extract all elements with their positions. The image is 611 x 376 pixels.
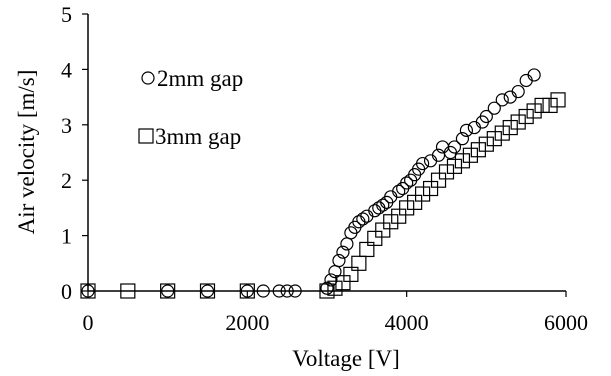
point-2mm-gap <box>527 68 541 82</box>
axes <box>87 14 566 292</box>
point-2mm-gap <box>272 284 286 298</box>
point-2mm-gap <box>240 284 254 298</box>
point-2mm-gap <box>161 284 175 298</box>
point-3mm-gap <box>462 147 478 163</box>
point-3mm-gap <box>486 131 502 147</box>
y-tick-label: 1 <box>61 224 72 249</box>
point-3mm-gap <box>343 266 359 282</box>
point-3mm-gap <box>526 103 542 119</box>
point-3mm-gap <box>470 142 486 158</box>
data-points <box>80 68 566 299</box>
point-2mm-gap <box>459 123 474 137</box>
point-2mm-gap <box>336 245 350 259</box>
point-2mm-gap <box>455 132 470 146</box>
point-2mm-gap <box>332 253 346 268</box>
legend-label: 2mm gap <box>157 66 243 91</box>
point-3mm-gap <box>351 255 367 271</box>
point-3mm-gap <box>367 230 383 246</box>
point-3mm-gap <box>502 119 518 136</box>
legend-label: 3mm gap <box>155 124 241 149</box>
x-tick-label: 6000 <box>544 310 588 335</box>
point-3mm-gap <box>415 186 431 202</box>
point-3mm-gap <box>399 200 415 216</box>
point-2mm-gap <box>479 109 493 124</box>
point-2mm-gap <box>495 93 509 107</box>
point-3mm-gap <box>80 283 96 299</box>
ticks: 0 2000 4000 6000 0 1 2 3 4 5 <box>61 2 588 335</box>
point-2mm-gap <box>487 101 501 115</box>
legend-marker-square <box>138 128 154 144</box>
point-3mm-gap <box>446 158 463 174</box>
point-2mm-gap <box>280 284 294 298</box>
point-3mm-gap <box>438 164 455 180</box>
y-tick-label: 3 <box>61 113 72 138</box>
x-tick-label: 4000 <box>385 310 429 335</box>
y-tick-label: 2 <box>61 168 72 193</box>
y-tick-label: 5 <box>61 2 72 27</box>
point-2mm-gap <box>360 209 374 223</box>
point-2mm-gap <box>392 184 406 198</box>
point-2mm-gap <box>376 198 390 212</box>
point-2mm-gap <box>288 284 302 298</box>
point-3mm-gap <box>510 114 526 130</box>
x-tick-label: 2000 <box>225 310 269 335</box>
point-3mm-gap <box>120 283 136 299</box>
point-3mm-gap <box>407 194 423 210</box>
point-2mm-gap <box>416 156 430 171</box>
point-2mm-gap <box>81 284 95 298</box>
point-2mm-gap <box>372 201 386 215</box>
point-3mm-gap <box>494 125 510 141</box>
point-2mm-gap <box>400 176 414 190</box>
point-3mm-gap <box>327 280 343 296</box>
point-3mm-gap <box>534 97 550 114</box>
y-axis-label: Air velocity [m/s] <box>14 70 39 235</box>
y-tick-label: 4 <box>61 57 72 82</box>
point-2mm-gap <box>511 84 525 99</box>
point-2mm-gap <box>447 140 462 154</box>
point-3mm-gap <box>478 136 494 152</box>
point-2mm-gap <box>356 212 370 226</box>
x-axis-label: Voltage [V] <box>292 346 400 371</box>
x-tick-label: 0 <box>83 310 94 335</box>
point-3mm-gap <box>422 180 439 197</box>
point-3mm-gap <box>160 283 176 299</box>
point-3mm-gap <box>359 241 375 258</box>
point-3mm-gap <box>383 214 399 230</box>
point-3mm-gap <box>335 275 351 291</box>
point-2mm-gap <box>256 284 270 298</box>
point-2mm-gap <box>320 281 334 295</box>
point-3mm-gap <box>391 208 407 224</box>
point-2mm-gap <box>519 73 533 88</box>
point-3mm-gap <box>199 283 216 299</box>
point-3mm-gap <box>550 92 566 108</box>
point-3mm-gap <box>319 283 335 299</box>
point-2mm-gap <box>324 273 338 287</box>
y-tick-label: 0 <box>61 279 72 304</box>
point-2mm-gap <box>368 204 382 218</box>
point-2mm-gap <box>503 90 517 104</box>
point-3mm-gap <box>430 172 447 188</box>
point-3mm-gap <box>375 222 391 238</box>
point-3mm-gap <box>454 153 471 169</box>
point-3mm-gap <box>239 283 255 299</box>
point-3mm-gap <box>518 108 534 125</box>
point-3mm-gap <box>542 97 558 114</box>
legend-marker-circle <box>141 71 155 85</box>
point-2mm-gap <box>200 284 215 298</box>
legend: 2mm gap 3mm gap <box>138 66 243 149</box>
point-2mm-gap <box>423 154 438 168</box>
point-2mm-gap <box>467 120 481 135</box>
